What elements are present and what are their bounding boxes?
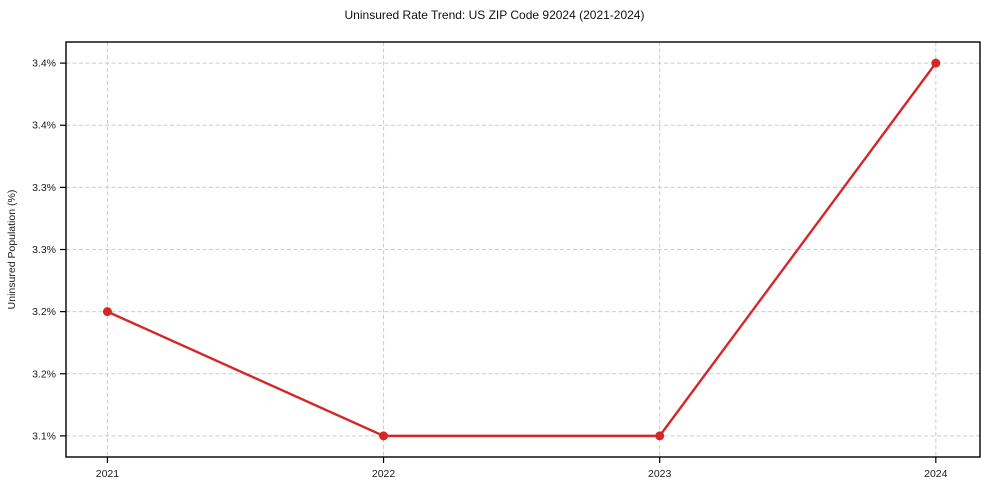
chart-title: Uninsured Rate Trend: US ZIP Code 92024 … (344, 8, 645, 22)
y-tick-label: 3.4% (32, 58, 56, 70)
x-tick-label: 2021 (96, 468, 120, 480)
y-tick-label: 3.3% (32, 182, 56, 194)
data-point-marker (379, 431, 389, 441)
x-tick-label: 2022 (372, 468, 396, 480)
data-point-marker (931, 58, 941, 68)
plot-border (65, 41, 981, 458)
y-tick-label: 3.2% (32, 368, 56, 380)
y-tick-label: 3.1% (32, 430, 56, 442)
x-tick-label: 2023 (648, 468, 672, 480)
y-tick-label: 3.2% (32, 306, 56, 318)
x-tick-label: 2024 (924, 468, 948, 480)
data-point-marker (655, 431, 665, 441)
y-tick-label: 3.3% (32, 244, 56, 256)
trend-line (106, 61, 938, 438)
y-axis-label: Uninsured Population (%) (6, 190, 18, 310)
y-tick-label: 3.4% (32, 120, 56, 132)
data-point-marker (102, 307, 112, 317)
